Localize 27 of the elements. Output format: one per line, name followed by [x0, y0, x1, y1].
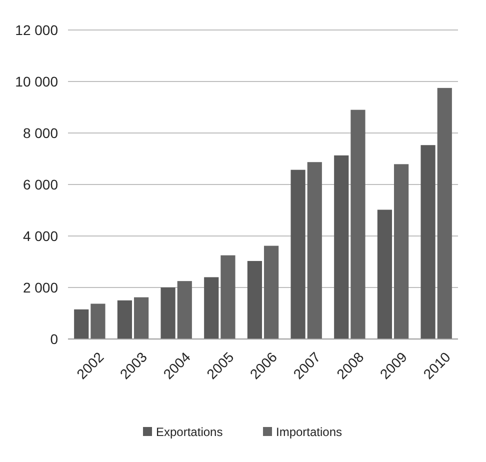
- legend-label: Exportations: [156, 425, 223, 440]
- bar: [220, 255, 236, 339]
- bar: [177, 281, 192, 339]
- y-tick-label: 4 000: [22, 228, 58, 244]
- y-tick-label: 10 000: [15, 73, 58, 90]
- bar: [290, 170, 306, 339]
- bar: [377, 210, 392, 339]
- bar: [74, 309, 89, 339]
- y-tick-label: 8 000: [22, 124, 58, 141]
- y-tick-label: 0: [50, 330, 58, 347]
- bar: [90, 304, 106, 339]
- legend-label: Importations: [276, 425, 342, 440]
- bar: [264, 246, 279, 339]
- bar: [160, 288, 176, 339]
- bar: [420, 145, 436, 339]
- bar: [247, 260, 262, 339]
- bar: [394, 164, 409, 339]
- y-tick-label: 2 000: [22, 279, 58, 296]
- bar: [134, 297, 149, 339]
- y-tick-label: 12 000: [15, 22, 58, 38]
- bar: [307, 162, 322, 339]
- bar: [117, 300, 132, 339]
- bar: [437, 88, 452, 339]
- bar: [350, 110, 366, 339]
- bar: [334, 155, 349, 339]
- bar: [204, 277, 219, 339]
- y-tick-label: 6 000: [22, 176, 58, 192]
